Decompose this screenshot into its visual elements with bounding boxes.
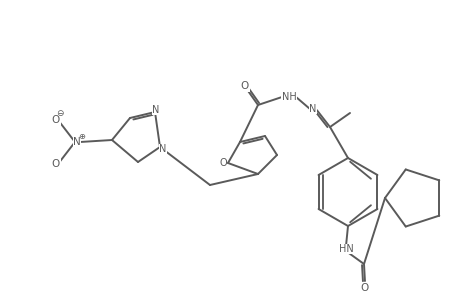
Text: N: N [73, 137, 81, 147]
Text: N: N [159, 144, 166, 154]
Text: ⊖: ⊖ [56, 109, 64, 118]
Text: ⊕: ⊕ [78, 131, 85, 140]
Text: O: O [52, 115, 60, 125]
Text: HN: HN [338, 244, 353, 254]
Text: O: O [218, 158, 226, 168]
Text: O: O [360, 283, 368, 293]
Text: O: O [52, 159, 60, 169]
Text: NH: NH [281, 92, 296, 102]
Text: N: N [308, 104, 316, 114]
Text: O: O [241, 81, 249, 91]
Text: N: N [152, 105, 159, 115]
